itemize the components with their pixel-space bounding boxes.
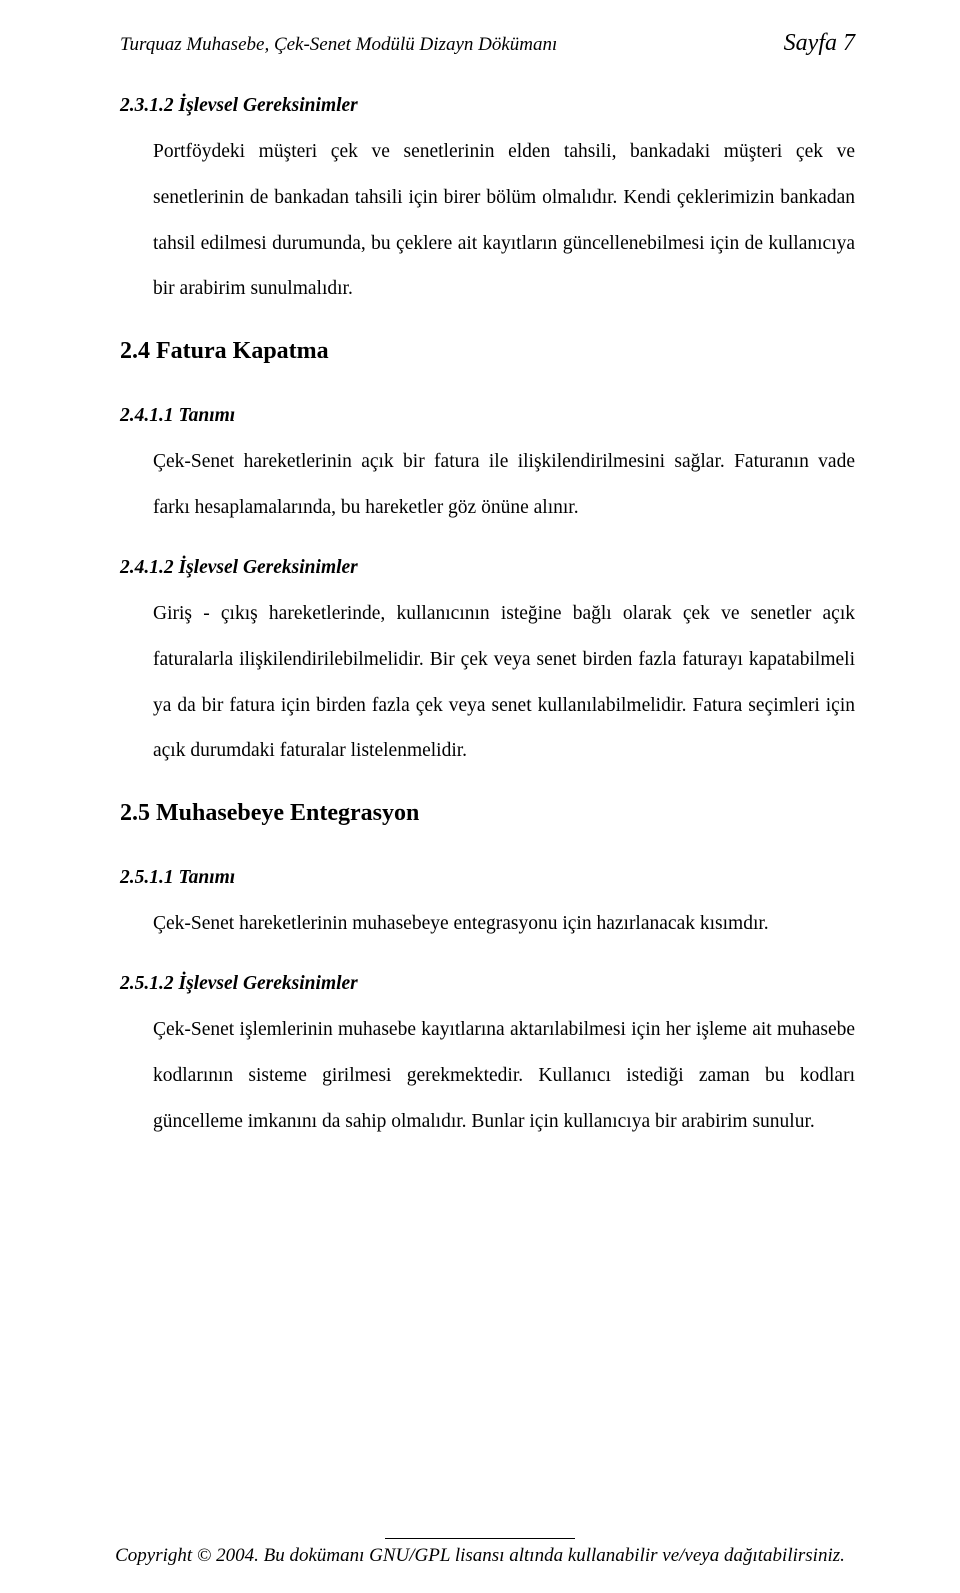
section-body: Çek-Senet hareketlerinin açık bir fatura…	[153, 439, 855, 531]
section-heading: 2.4.1.1 Tanımı	[120, 405, 855, 427]
page-header: Turquaz Muhasebe, Çek-Senet Modülü Dizay…	[120, 30, 855, 57]
section-body: Giriş - çıkış hareketlerinde, kullanıcın…	[153, 591, 855, 774]
section-heading: 2.4.1.2 İşlevsel Gereksinimler	[120, 557, 855, 579]
section-2-4-1-1: 2.4.1.1 Tanımı Çek-Senet hareketlerinin …	[120, 405, 855, 531]
header-right-page-number: Sayfa 7	[784, 30, 855, 57]
section-2-3-1-2: 2.3.1.2 İşlevsel Gereksinimler Portföyde…	[120, 95, 855, 312]
header-left: Turquaz Muhasebe, Çek-Senet Modülü Dizay…	[120, 34, 557, 56]
heading-2-5: 2.5 Muhasebeye Entegrasyon	[120, 800, 855, 827]
section-body: Portföydeki müşteri çek ve senetlerinin …	[153, 129, 855, 312]
section-heading: 2.5.1.1 Tanımı	[120, 867, 855, 889]
section-2-4-1-2: 2.4.1.2 İşlevsel Gereksinimler Giriş - ç…	[120, 557, 855, 774]
section-body: Çek-Senet hareketlerinin muhasebeye ente…	[153, 901, 855, 947]
document-page: Turquaz Muhasebe, Çek-Senet Modülü Dizay…	[0, 0, 960, 1593]
footer-divider	[385, 1538, 575, 1539]
footer-text: Copyright © 2004. Bu dokümanı GNU/GPL li…	[115, 1545, 845, 1566]
section-body: Çek-Senet işlemlerinin muhasebe kayıtlar…	[153, 1007, 855, 1144]
section-heading: 2.3.1.2 İşlevsel Gereksinimler	[120, 95, 855, 117]
page-footer: Copyright © 2004. Bu dokümanı GNU/GPL li…	[0, 1538, 960, 1567]
section-heading: 2.5.1.2 İşlevsel Gereksinimler	[120, 973, 855, 995]
section-2-5-1-2: 2.5.1.2 İşlevsel Gereksinimler Çek-Senet…	[120, 973, 855, 1144]
heading-2-4: 2.4 Fatura Kapatma	[120, 338, 855, 365]
section-2-5-1-1: 2.5.1.1 Tanımı Çek-Senet hareketlerinin …	[120, 867, 855, 947]
